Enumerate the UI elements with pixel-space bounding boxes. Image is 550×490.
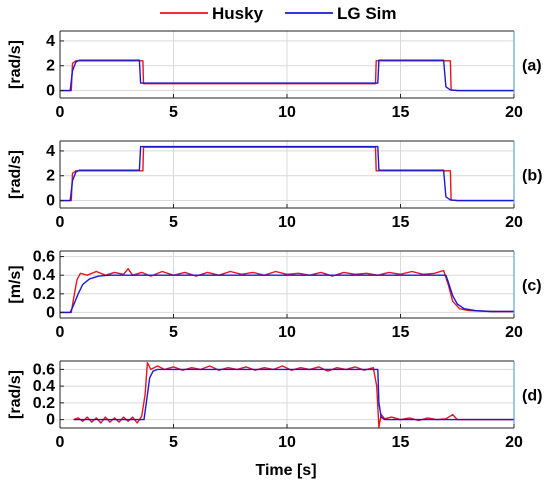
x-tick-label: 15 bbox=[392, 214, 410, 231]
y-tick-label: 0.4 bbox=[33, 378, 55, 395]
y-axis-label: [rad/s] bbox=[7, 150, 24, 199]
series-line-husky bbox=[60, 268, 514, 314]
y-axis-label: [m/s] bbox=[7, 265, 24, 303]
y-tick-label: 0 bbox=[46, 83, 55, 100]
panel-label: (d) bbox=[522, 388, 542, 405]
y-tick-label: 2 bbox=[46, 168, 55, 185]
y-tick-label: 4 bbox=[46, 143, 55, 160]
series-line-lg-sim bbox=[60, 274, 514, 314]
y-axis-label: [rad/s] bbox=[7, 370, 24, 419]
x-tick-label: 15 bbox=[392, 324, 410, 341]
x-tick-label: 0 bbox=[56, 104, 65, 121]
x-tick-label: 20 bbox=[505, 104, 523, 121]
panel-label: (c) bbox=[522, 278, 542, 295]
panel-b: 0 5 10 15 20 0 2 4 [rad/s] (b) bbox=[7, 140, 542, 231]
x-tick-label: 0 bbox=[56, 434, 65, 451]
y-tick-label: 0.2 bbox=[33, 286, 55, 303]
y-tick-label: 0 bbox=[46, 304, 55, 321]
y-tick-label: 2 bbox=[46, 58, 55, 75]
y-tick-label: 4 bbox=[46, 33, 55, 50]
x-tick-label: 5 bbox=[169, 324, 178, 341]
x-tick-label: 10 bbox=[278, 434, 296, 451]
x-tick-label: 0 bbox=[56, 324, 65, 341]
legend-label-husky: Husky bbox=[212, 4, 264, 23]
x-tick-label: 5 bbox=[169, 214, 178, 231]
panel-label: (a) bbox=[522, 58, 542, 75]
panel-label: (b) bbox=[522, 168, 542, 185]
x-tick-label: 15 bbox=[392, 104, 410, 121]
y-tick-label: 0.4 bbox=[33, 267, 55, 284]
x-tick-label: 15 bbox=[392, 434, 410, 451]
panel-a: 0 5 10 15 20 0 2 4 [rad/s] (a) bbox=[7, 30, 542, 121]
x-tick-label: 20 bbox=[505, 434, 523, 451]
x-tick-label: 5 bbox=[169, 104, 178, 121]
legend: Husky LG Sim bbox=[160, 4, 397, 23]
y-tick-label: 0.6 bbox=[33, 249, 55, 266]
x-tick-label: 20 bbox=[505, 214, 523, 231]
x-axis-label: Time [s] bbox=[255, 462, 316, 479]
y-tick-label: 0 bbox=[46, 412, 55, 429]
y-tick-label: 0 bbox=[46, 193, 55, 210]
y-tick-label: 0.2 bbox=[33, 395, 55, 412]
x-tick-label: 10 bbox=[278, 324, 296, 341]
x-tick-label: 10 bbox=[278, 214, 296, 231]
x-tick-label: 10 bbox=[278, 104, 296, 121]
series-line-lg-sim bbox=[60, 145, 514, 202]
series-line-lg-sim bbox=[60, 59, 514, 92]
x-tick-label: 20 bbox=[505, 324, 523, 341]
series-line-lg-sim bbox=[73, 368, 514, 421]
legend-label-lg-sim: LG Sim bbox=[337, 4, 397, 23]
x-tick-label: 5 bbox=[169, 434, 178, 451]
y-tick-label: 0.6 bbox=[33, 361, 55, 378]
x-tick-label: 0 bbox=[56, 214, 65, 231]
y-axis-label: [rad/s] bbox=[7, 40, 24, 89]
